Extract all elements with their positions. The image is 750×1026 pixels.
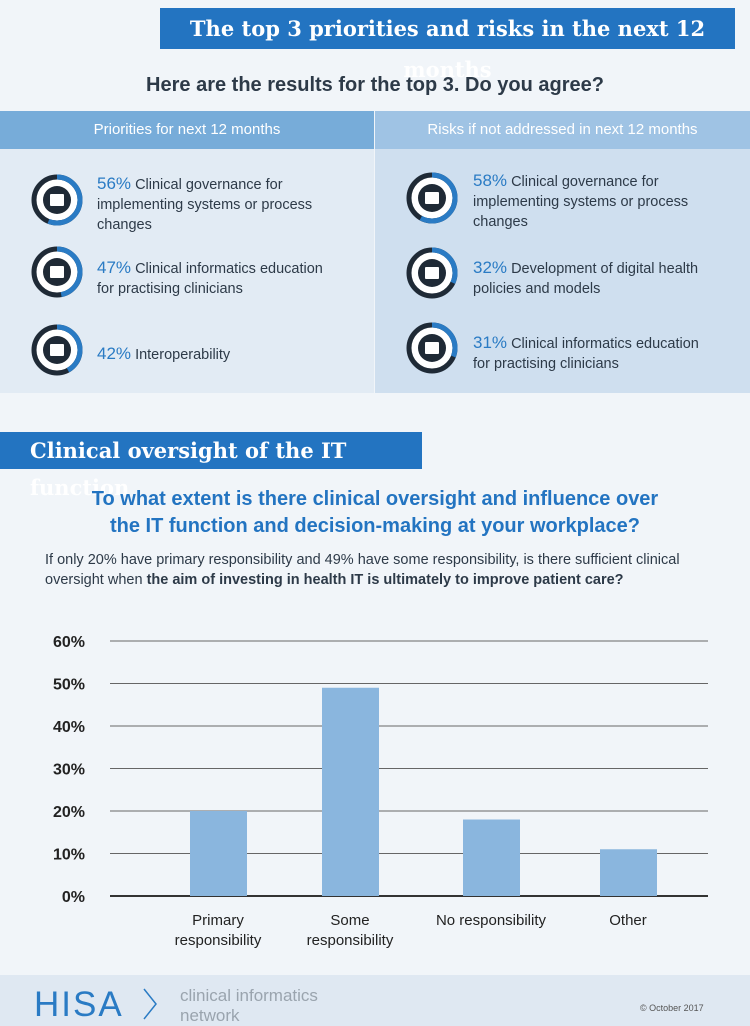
icon-glyph [50,266,64,278]
bar [190,811,247,896]
item-label: Clinical governance for implementing sys… [97,177,313,233]
note-text: If only 20% have primary responsibility … [45,552,680,588]
column-heading: Risks if not addressed in next 12 months [375,111,750,149]
ring-arc [31,246,83,298]
ring-arc [406,247,458,299]
ring-arc [406,322,458,374]
y-tick-label: 10% [53,847,85,864]
y-tick-label: 50% [53,677,85,694]
item-label: Clinical governance for implementing sys… [473,174,689,230]
column-heading: Priorities for next 12 months [0,111,374,149]
item-percent: 56% [97,174,132,193]
icon-glyph [50,344,64,356]
y-tick-label: 0% [62,889,85,906]
bar [322,687,379,896]
bar [463,819,520,896]
item-percent: 58% [473,171,508,190]
footer: HISA clinical informatics network © Octo… [0,975,750,1026]
progress-ring [406,172,458,224]
x-tick-label: Some responsibility [306,912,394,949]
x-tick-label: Primary responsibility [174,912,262,949]
chevron [143,988,157,1020]
item-label: Interoperability [135,347,231,363]
item-percent: 42% [97,344,132,363]
item-label: Development of digital health policies a… [473,261,699,297]
item-text: 32% Development of digital health polici… [473,258,713,299]
y-tick-label: 60% [53,634,85,651]
y-tick-label: 40% [53,719,85,736]
progress-ring [31,246,83,298]
item-text: 42% Interoperability [97,344,332,365]
item-text: 31% Clinical informatics education for p… [473,333,713,374]
section-title: The top 3 priorities and risks in the ne… [160,8,735,82]
item-text: 58% Clinical governance for implementing… [473,171,713,232]
x-tick-label: Other [609,912,647,929]
item-label: Clinical informatics education for pract… [473,336,699,372]
section-title: Clinical oversight of the IT function [0,432,422,500]
y-tick-label: 20% [53,804,85,821]
ring-arc [31,174,83,226]
item-percent: 47% [97,258,132,277]
item-label: Clinical informatics education for pract… [97,261,323,297]
item-text: 47% Clinical informatics education for p… [97,258,332,299]
icon-glyph [425,342,439,354]
item-percent: 32% [473,258,508,277]
bar-chart: 0% 10% 20% 30% 40% 50% 60% [53,634,708,906]
date: © October 2017 [640,1003,704,1013]
progress-ring [406,322,458,374]
progress-ring [31,324,83,376]
progress-ring [31,174,83,226]
ring-arc [31,324,83,376]
brand: HISA [34,985,124,1024]
icon-glyph [50,194,64,206]
x-tick-label: No responsibility [435,912,547,929]
network: clinical informatics network [180,986,318,1025]
icon-glyph [425,267,439,279]
bar [600,849,657,896]
progress-ring [406,247,458,299]
chart-question: To what extent is there clinical oversig… [91,488,659,537]
y-tick-label: 30% [53,762,85,779]
item-percent: 31% [473,333,508,352]
note-bold: the aim of investing in health IT is ult… [146,572,624,588]
item-text: 56% Clinical governance for implementing… [97,174,332,235]
question: Here are the results for the top 3. Do y… [146,74,604,96]
icon-glyph [425,192,439,204]
ring-arc [406,172,458,224]
note: If only 20% have primary responsibility … [45,550,715,590]
